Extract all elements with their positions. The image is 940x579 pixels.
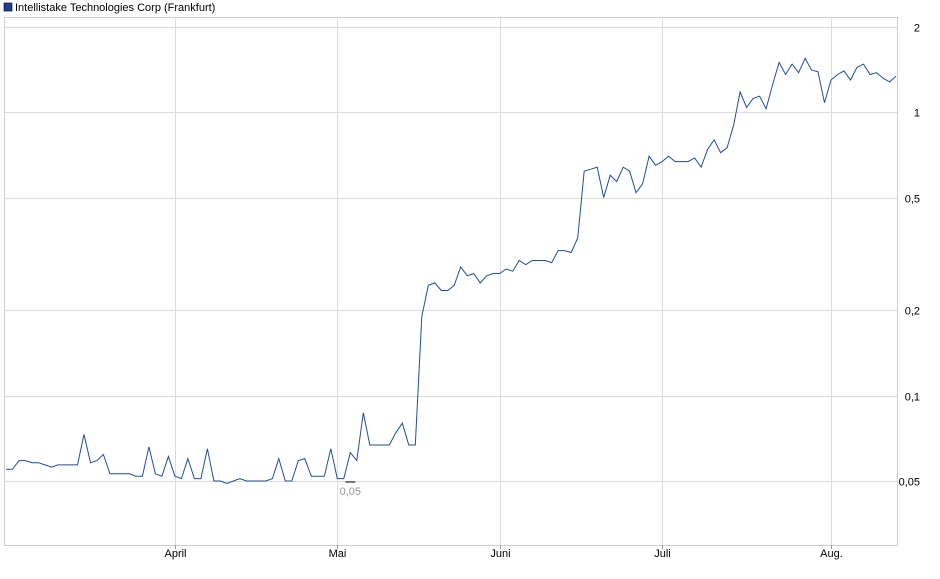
annotations: 0,051,55 [340, 481, 361, 498]
y-axis: 2 1 0,5 0,2 0,1 0,05 [899, 23, 920, 489]
y-tick-label: 2 [914, 23, 920, 35]
x-tick-label: Mai [329, 548, 347, 560]
y-tick-label: 0,5 [905, 194, 920, 206]
x-tick-label: Juli [654, 548, 671, 560]
x-tick-label: April [164, 548, 186, 560]
annotation-label: 0,05 [340, 486, 361, 498]
y-tick-label: 1 [914, 108, 920, 120]
legend-label: Intellistake Technologies Corp (Frankfur… [15, 2, 215, 14]
price-series-line [6, 57, 897, 485]
legend-swatch [3, 2, 13, 12]
grid [5, 18, 897, 545]
x-tick-label: Aug. [820, 548, 843, 560]
y-tick-label: 0,2 [905, 306, 920, 318]
plot-area [4, 17, 898, 546]
legend: Intellistake Technologies Corp (Frankfur… [3, 2, 215, 14]
y-tick-label: 0,05 [899, 477, 920, 489]
x-tick-label: Juni [490, 548, 510, 560]
y-tick-label: 0,1 [905, 392, 920, 404]
